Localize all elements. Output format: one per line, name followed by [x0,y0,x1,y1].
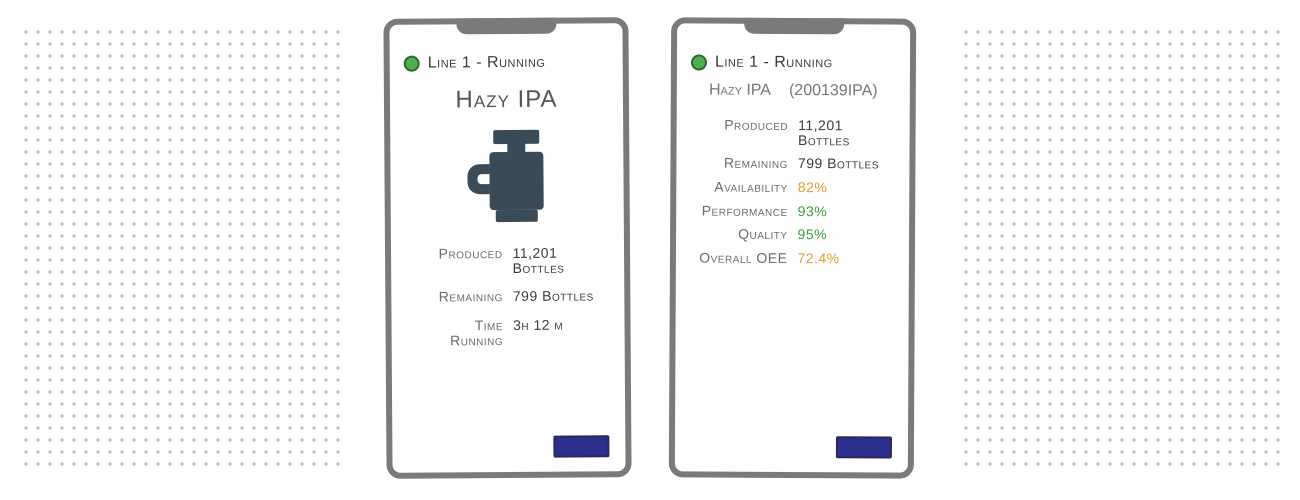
produced-label: Produced [405,246,503,276]
product-subtitle: Hazy IPA (200139IPA) [691,81,896,100]
remaining-value: 799 Bottles [798,156,896,171]
performance-value: 93% [798,204,896,219]
beer-mug-icon [459,124,556,229]
quality-value: 95% [798,227,896,242]
phone-mockup-2: Line 1 - Running Hazy IPA (200139IPA) Pr… [669,17,916,478]
produced-value: 11,201 Bottles [798,118,896,148]
remaining-label: Remaining [690,156,788,171]
status-text: Line 1 - Running [428,54,546,73]
status-row: Line 1 - Running [404,53,609,72]
quality-label: Quality [690,227,788,242]
availability-label: Availability [690,180,788,195]
status-indicator-icon [691,54,707,70]
availability-value: 82% [798,180,896,195]
produced-value: 11,201 Bottles [512,245,610,275]
performance-label: Performance [690,203,788,218]
product-code: (200139IPA) [789,82,878,100]
time-running-label: Time Running [405,318,503,348]
time-running-value: 3h 12 m [513,317,611,347]
phone-notch [456,18,556,35]
oee-value: 72.4% [797,251,895,266]
home-button[interactable] [836,436,892,458]
product-name: Hazy IPA [709,82,771,100]
status-text: Line 1 - Running [715,54,833,73]
product-title: Hazy IPA [404,85,609,114]
home-button[interactable] [553,435,609,457]
phone-mockups: Line 1 - Running Hazy IPA Produced 11,20… [0,0,1300,500]
oee-label: Overall OEE [690,251,788,266]
remaining-value: 799 Bottles [513,289,611,304]
product-icon-wrap [404,123,610,228]
status-indicator-icon [404,56,420,72]
phone-mockup-1: Line 1 - Running Hazy IPA Produced 11,20… [383,17,631,479]
status-row: Line 1 - Running [691,53,896,72]
produced-label: Produced [691,117,789,147]
phone-notch [744,18,844,35]
remaining-label: Remaining [405,289,503,304]
metrics-grid: Produced 11,201 Bottles Remaining 799 Bo… [405,245,611,348]
metrics-grid: Produced 11,201 Bottles Remaining 799 Bo… [690,117,896,266]
